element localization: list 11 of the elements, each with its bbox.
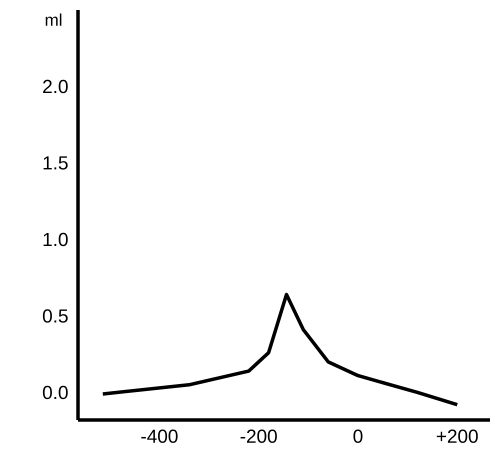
y-axis-title: ml xyxy=(46,14,62,26)
y-tick-label: 0.0 xyxy=(42,386,68,400)
x-tick-label: +200 xyxy=(436,430,478,443)
x-tick-label: -200 xyxy=(240,430,277,443)
y-tick-label: 2.0 xyxy=(43,80,68,94)
y-tick-label: 0.5 xyxy=(42,309,68,323)
y-tick-label: 1.5 xyxy=(44,156,68,170)
line-series xyxy=(101,292,459,406)
x-tick-label: -400 xyxy=(141,430,178,443)
y-tick-label: 1.0 xyxy=(44,232,68,246)
x-tick-label: 0 xyxy=(353,430,362,443)
